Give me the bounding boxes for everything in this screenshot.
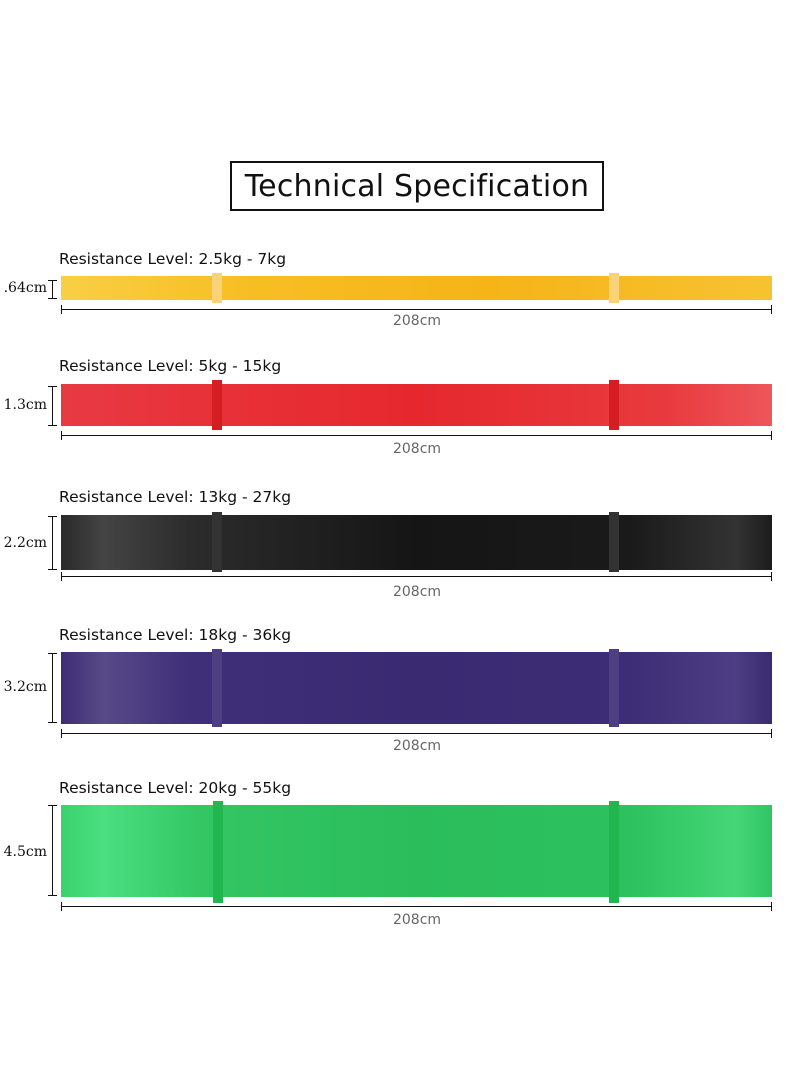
resistance-level-red: Resistance Level: 5kg - 15kg [59,357,282,375]
band-clip [609,801,619,903]
length-label-black: 208cm [392,584,442,600]
length-dimension-marker [61,305,772,314]
length-label-red: 208cm [392,441,442,457]
width-dimension-marker [48,386,57,426]
title-box: Technical Specification [230,161,604,211]
band-yellow [61,276,772,300]
band-black [61,515,772,570]
width-dimension-marker [48,516,57,570]
resistance-level-green: Resistance Level: 20kg - 55kg [59,779,292,797]
band-clip [212,512,222,572]
band-clip [609,273,619,303]
band-clip [212,649,222,727]
length-dimension-marker [61,431,772,440]
length-dimension-marker [61,572,772,581]
band-purple [61,652,772,724]
width-dimension-marker [48,805,57,896]
resistance-level-purple: Resistance Level: 18kg - 36kg [59,626,292,644]
length-label-yellow: 208cm [392,313,442,329]
band-clip [212,273,222,303]
page-title: Technical Specification [244,168,590,204]
width-label-black: 2.2cm [3,535,47,551]
band-clip [609,380,619,430]
resistance-level-yellow: Resistance Level: 2.5kg - 7kg [59,250,287,268]
width-label-green: 4.5cm [3,844,47,860]
band-green [61,805,772,897]
length-dimension-marker [61,729,772,738]
band-clip [609,512,619,572]
width-label-purple: 3.2cm [3,679,47,695]
band-clip [609,649,619,727]
band-clip [213,801,223,903]
width-dimension-marker [48,280,57,299]
width-label-yellow: .64cm [3,280,47,296]
width-label-red: 1.3cm [3,397,47,413]
length-label-purple: 208cm [392,738,442,754]
length-label-green: 208cm [392,912,442,928]
width-dimension-marker [48,653,57,723]
length-dimension-marker [61,902,772,911]
band-clip [212,380,222,430]
band-red [61,384,772,426]
resistance-level-black: Resistance Level: 13kg - 27kg [59,488,292,506]
